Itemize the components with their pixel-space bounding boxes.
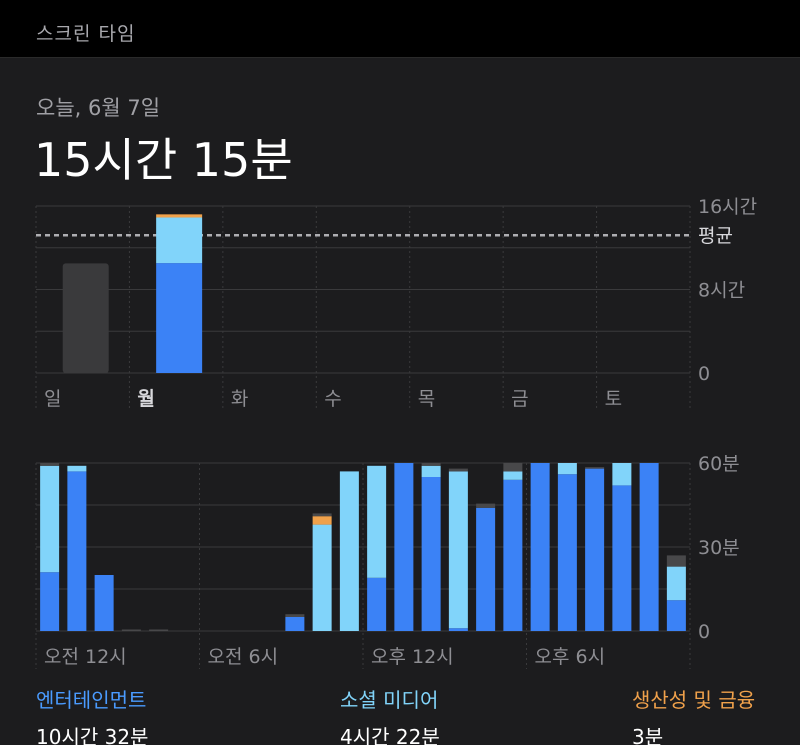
bar-segment (612, 485, 632, 631)
y-tick-label: 30분 (698, 537, 740, 559)
total-screen-time: 15시간 15분 (34, 133, 293, 187)
y-tick-label: 0 (698, 363, 710, 385)
bar-segment (367, 465, 387, 578)
x-tick-label: 오후 6시 (535, 646, 606, 668)
day-label: 일 (44, 388, 61, 410)
bar-segment (94, 575, 114, 631)
bar-segment (156, 263, 203, 373)
bar-segment (503, 479, 523, 631)
bar-segment (612, 463, 632, 486)
legend-value: 10시간 32분 (36, 725, 149, 745)
legend-category: 소셜 미디어 (340, 688, 439, 712)
bar-segment (312, 516, 332, 525)
bar-segment (121, 629, 141, 631)
bar-segment (421, 477, 441, 631)
bar-segment (557, 463, 577, 475)
x-tick-label: 오전 12시 (44, 646, 127, 668)
day-label: 수 (324, 388, 341, 410)
date-label: 오늘, 6월 7일 (36, 96, 161, 120)
bar-segment (448, 471, 468, 629)
bar-segment (639, 463, 659, 631)
day-label: 월 (137, 388, 154, 410)
x-tick-label: 오후 12시 (371, 646, 454, 668)
legend-category: 엔터테인먼트 (36, 688, 147, 712)
bar-segment (448, 628, 468, 631)
bar-segment (285, 617, 305, 631)
bar-segment (476, 507, 496, 631)
y-tick-label: 0 (698, 621, 710, 643)
bar-segment (67, 471, 87, 631)
bar-segment (666, 600, 686, 631)
y-tick-label: 16시간 (698, 196, 757, 218)
bar-segment (503, 463, 523, 472)
bar-segment (585, 468, 605, 631)
bar-segment (666, 555, 686, 567)
bar-segment (503, 471, 523, 480)
bar-previous-day (62, 263, 109, 373)
bar-segment (585, 467, 605, 469)
bar-segment (448, 468, 468, 472)
x-tick-label: 오전 6시 (208, 646, 279, 668)
y-tick-label: 60분 (698, 453, 740, 475)
bar-segment (367, 577, 387, 631)
bar-segment (666, 566, 686, 601)
legend-social[interactable]: 소셜 미디어 4시간 22분 (340, 684, 440, 745)
bar-segment (40, 572, 60, 631)
bar-segment (530, 463, 550, 631)
bar-segment (394, 463, 414, 631)
nav-title: 스크린 타임 (36, 23, 136, 45)
day-label: 화 (231, 388, 248, 410)
legend-productivity[interactable]: 생산성 및 금융 3분 (632, 684, 755, 745)
day-label: 토 (605, 388, 622, 410)
day-label: 목 (418, 388, 435, 410)
bar-segment (149, 629, 169, 631)
bar-segment (421, 463, 441, 466)
bar-segment (421, 465, 441, 477)
bar-segment (67, 465, 87, 472)
average-label: 평균 (698, 225, 733, 247)
bar-segment (156, 217, 203, 264)
bar-segment (312, 513, 332, 517)
legend-value: 3분 (632, 725, 664, 745)
nav-bar: 스크린 타임 (0, 0, 800, 58)
bar-segment (285, 614, 305, 617)
legend-entertainment[interactable]: 엔터테인먼트 10시간 32분 (36, 684, 148, 745)
bar-segment (339, 471, 359, 631)
bar-segment (312, 524, 332, 631)
y-tick-label: 8시간 (698, 280, 745, 302)
bar-segment (557, 474, 577, 631)
bar-segment (156, 214, 203, 218)
bar-segment (40, 465, 60, 573)
bar-segment (476, 503, 496, 508)
legend-category: 생산성 및 금융 (632, 688, 756, 712)
legend-value: 4시간 22분 (340, 725, 440, 745)
day-label: 금 (511, 388, 528, 410)
bar-segment (40, 463, 60, 466)
